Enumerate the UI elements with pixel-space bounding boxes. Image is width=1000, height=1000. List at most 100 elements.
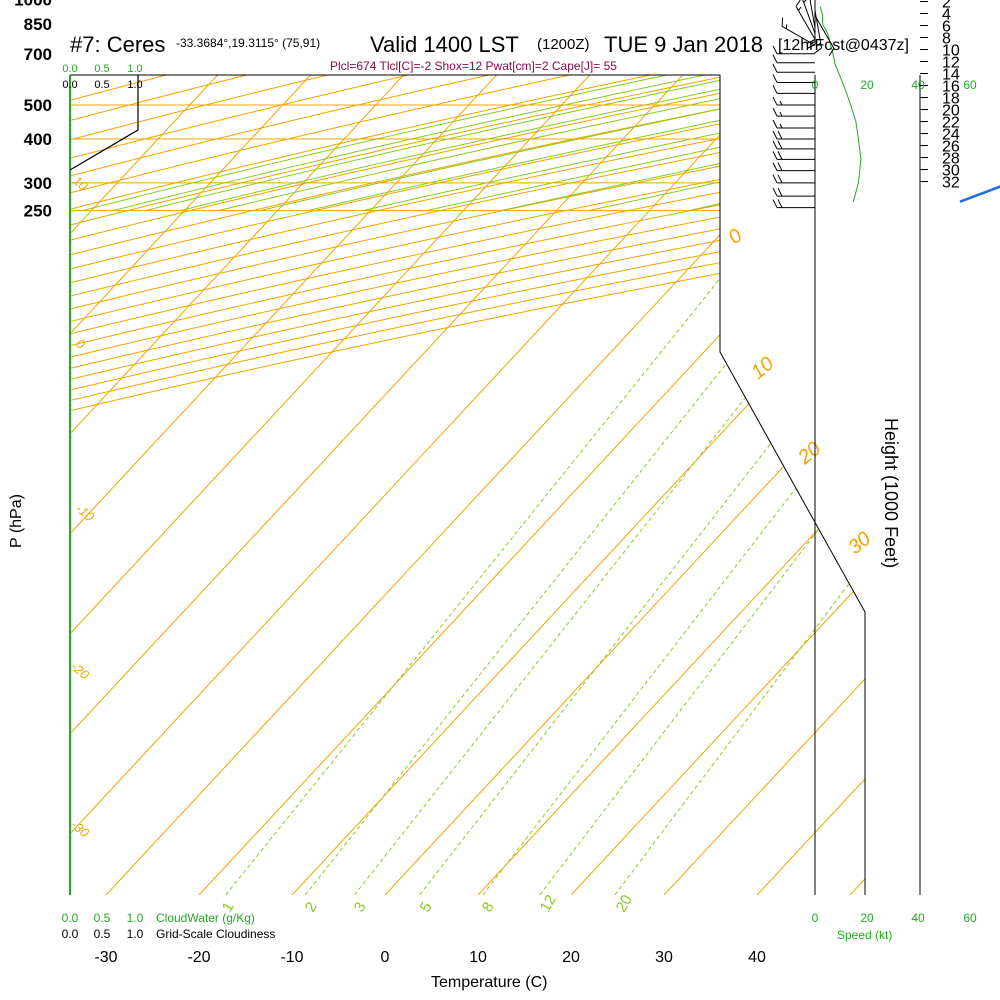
dry-adiabat-label: 30 <box>844 528 875 559</box>
mixing-ratio-label: 20 <box>613 892 636 915</box>
dry-adiabat-label: 10 <box>747 353 778 384</box>
isotherm-line <box>70 75 776 895</box>
wind-barb-flag <box>795 0 801 7</box>
wind-barb-flag <box>772 187 778 197</box>
wind-barb-flag <box>772 54 778 63</box>
wind-barb-flag <box>777 140 783 150</box>
grid-lines <box>70 75 865 895</box>
wind-barb-flag <box>772 130 778 140</box>
wind-barb-flag <box>772 107 778 117</box>
plot-boundary <box>69 74 866 895</box>
bottom-speed-tick: 20 <box>860 911 874 925</box>
pressure-tick-label: 250 <box>24 202 52 221</box>
wind-barb-half-flag <box>779 111 783 117</box>
cloudiness-label: Grid-Scale Cloudiness <box>156 927 275 941</box>
wind-barb <box>772 96 815 106</box>
wind-barb-flag <box>777 162 783 171</box>
wind-barb-half-flag <box>816 42 822 47</box>
bottom-cloudiness-tick: 0.0 <box>62 927 79 941</box>
wind-barb-flag <box>772 96 778 106</box>
height-tick-label: 22 <box>942 114 960 131</box>
wind-barb <box>772 119 815 129</box>
wind-barb-flag <box>806 39 816 44</box>
wind-barb-flag <box>772 119 778 129</box>
height-tick-label: 6 <box>942 18 951 35</box>
wind-barb-half-flag <box>803 0 807 3</box>
height-tick-label: 20 <box>942 102 960 119</box>
mixing-ratio-label: 8 <box>479 899 498 915</box>
mixing-ratio-label: 5 <box>417 899 436 915</box>
dry-adiabat-label: 20 <box>793 438 825 470</box>
wind-barb-flag <box>828 48 835 57</box>
bottom-cloudiness-tick: 1.0 <box>127 927 144 941</box>
left-theta-label: 10 <box>70 173 91 194</box>
isotherm-line <box>291 75 865 895</box>
top-cloudiness-tick: 0.0 <box>62 79 77 91</box>
mixing-ratio-line <box>354 138 865 895</box>
height-tick-label: 18 <box>942 90 960 107</box>
mixing-ratio-line <box>482 138 865 895</box>
height-tick-label: 26 <box>942 138 960 155</box>
dry-adiabat-line <box>70 75 651 892</box>
isotherm-line <box>663 75 865 895</box>
wind-barb-flag <box>772 162 778 171</box>
moist-adiabat-line <box>307 75 865 212</box>
height-tick-label: 24 <box>942 126 960 143</box>
wind-barb-staff <box>802 0 816 34</box>
pressure-tick-label: 700 <box>24 45 52 64</box>
wind-barb <box>772 130 815 140</box>
moist-adiabat-line <box>179 75 865 212</box>
bottom-speed-tick: 40 <box>911 911 925 925</box>
height-tick-label: 2 <box>942 0 951 11</box>
top-cloudiness-tick: 1.0 <box>127 79 142 91</box>
isotherm-line <box>756 75 865 895</box>
sounding-indices: Plcl=674 Tlcl[C]=-2 Shox=12 Pwat[cm]=2 C… <box>330 59 617 73</box>
wind-barb-staff <box>795 6 816 40</box>
moist-adiabat-line <box>426 75 865 212</box>
wind-barb <box>772 85 815 94</box>
wind-barb <box>772 140 815 150</box>
plot-outline <box>70 74 866 895</box>
wind-barb-staff <box>809 0 816 28</box>
bottom-cloudwater-tick: 0.0 <box>62 911 79 925</box>
bottom-cloudwater-tick: 0.5 <box>94 911 111 925</box>
pressure-tick-label: 400 <box>24 130 52 149</box>
height-tick-label: 4 <box>942 6 951 23</box>
wind-barb <box>772 174 815 184</box>
x-tick-label: 20 <box>562 949 580 966</box>
x-tick-label: -10 <box>280 949 303 966</box>
wind-barb-half-flag <box>779 100 783 106</box>
moist-adiabat-line <box>362 75 865 212</box>
valid-time: Valid 1400 LST <box>370 32 519 57</box>
top-cloudwater-tick: 0.5 <box>94 63 109 75</box>
wind-barb-flag <box>772 151 778 160</box>
isotherm-line <box>70 75 218 895</box>
wind-barb-flag <box>772 199 778 208</box>
valid-date: TUE 9 Jan 2018 <box>604 32 763 57</box>
top-speed-tick: 60 <box>963 78 977 92</box>
mixing-ratio-line <box>419 138 865 895</box>
station-coords: -33.3684°,19.3115° (75,91) <box>176 36 320 50</box>
wind-barb <box>772 54 815 64</box>
utc-time: (1200Z) <box>537 36 590 53</box>
wind-barb-flag <box>814 47 822 54</box>
sounding-traces <box>814 6 1000 895</box>
isotherm-line <box>70 75 311 895</box>
wind-barb-flag <box>772 74 778 83</box>
wind-barb-staff <box>814 10 823 49</box>
height-tick-label: 10 <box>942 42 960 59</box>
wind-barb <box>772 151 815 160</box>
mixing-ratio-label: 2 <box>302 899 321 915</box>
moist-adiabat-line <box>217 75 865 212</box>
isotherm-line <box>105 75 865 895</box>
pressure-tick-label: 500 <box>24 96 52 115</box>
top-speed-tick: 20 <box>860 78 874 92</box>
wind-barb <box>809 0 816 28</box>
top-speed-tick: 40 <box>911 78 925 92</box>
isotherm-line <box>70 75 683 895</box>
wind-barb <box>806 6 816 49</box>
wind-barb-half-flag <box>798 6 802 11</box>
wind-barb-flag <box>772 45 778 55</box>
y-axis-title: P (hPa) <box>8 494 25 548</box>
